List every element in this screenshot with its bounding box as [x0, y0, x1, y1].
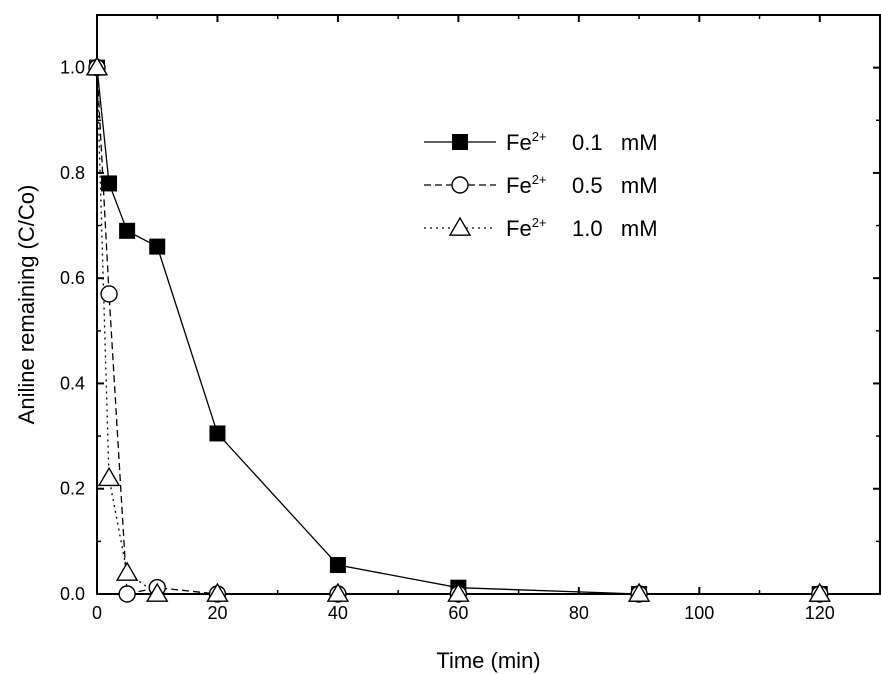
legend-marker	[452, 134, 468, 150]
y-axis-title: Aniline remaining (C/Co)	[14, 185, 39, 425]
x-tick-label: 120	[805, 603, 835, 623]
series-3-markers	[85, 56, 831, 602]
legend-label-superscript: 2+	[532, 172, 547, 187]
series-2-point	[100, 285, 118, 303]
x-tick-label: 80	[569, 603, 589, 623]
series-2-point	[118, 585, 136, 603]
x-tick-label: 100	[684, 603, 714, 623]
series-3-point	[326, 582, 350, 602]
series-3-point	[85, 56, 109, 76]
legend-label-rest: 0.1 mM	[572, 130, 658, 155]
series-1-point	[329, 557, 346, 574]
legend-item-1: Fe2+ 0.1 mM	[424, 129, 658, 155]
legend-label-superscript: 2+	[532, 215, 547, 230]
series-3-point	[808, 582, 831, 602]
x-tick-label: 60	[448, 603, 468, 623]
legend-label: Fe2+ 0.5 mM	[506, 172, 658, 198]
legend-label-base: Fe	[506, 216, 532, 241]
legend-label: Fe2+ 1.0 mM	[506, 215, 658, 241]
legend-marker	[451, 176, 469, 194]
series-3-point	[627, 582, 651, 602]
y-tick-label: 0.4	[60, 373, 85, 393]
series-1-point	[149, 238, 166, 255]
series-1-point	[209, 425, 226, 442]
series-1-point	[101, 175, 118, 192]
y-tick-label: 1.0	[60, 58, 85, 78]
legend-label-base: Fe	[506, 173, 532, 198]
x-tick-label: 40	[328, 603, 348, 623]
x-axis-title: Time (min)	[436, 648, 540, 673]
series-3-point	[206, 582, 229, 602]
legend-label-superscript: 2+	[532, 129, 547, 144]
series-layer	[85, 56, 831, 603]
x-tick-label: 20	[207, 603, 227, 623]
series-3-point	[447, 582, 470, 602]
axis-titles: Time (min) Aniline remaining (C/Co)	[14, 185, 541, 673]
legend-label: Fe2+ 0.1 mM	[506, 129, 658, 155]
series-3-point	[97, 466, 121, 487]
plot-frame	[96, 14, 881, 595]
y-tick-label: 0.8	[60, 163, 85, 183]
legend-label-base: Fe	[506, 130, 532, 155]
y-tick-label: 0.6	[60, 268, 85, 288]
series-1-point	[119, 222, 136, 239]
x-tick-label: 0	[92, 603, 102, 623]
legend-label-rest: 0.5 mM	[572, 173, 658, 198]
legend-item-2: Fe2+ 0.5 mM	[424, 172, 658, 198]
legend-item-3: Fe2+ 1.0 mM	[424, 215, 658, 241]
plot-area: 0 20 40 60 80 100 120 0.0 0.2 0.4 0.6 0.8 1.0	[60, 14, 881, 623]
y-tick-label: 0.2	[60, 479, 85, 499]
series-3-point	[115, 561, 139, 581]
y-tick-label: 0.0	[60, 584, 85, 604]
series-3-point	[146, 582, 169, 602]
legend-label-rest: 1.0 mM	[572, 216, 658, 241]
legend-marker	[448, 216, 472, 236]
